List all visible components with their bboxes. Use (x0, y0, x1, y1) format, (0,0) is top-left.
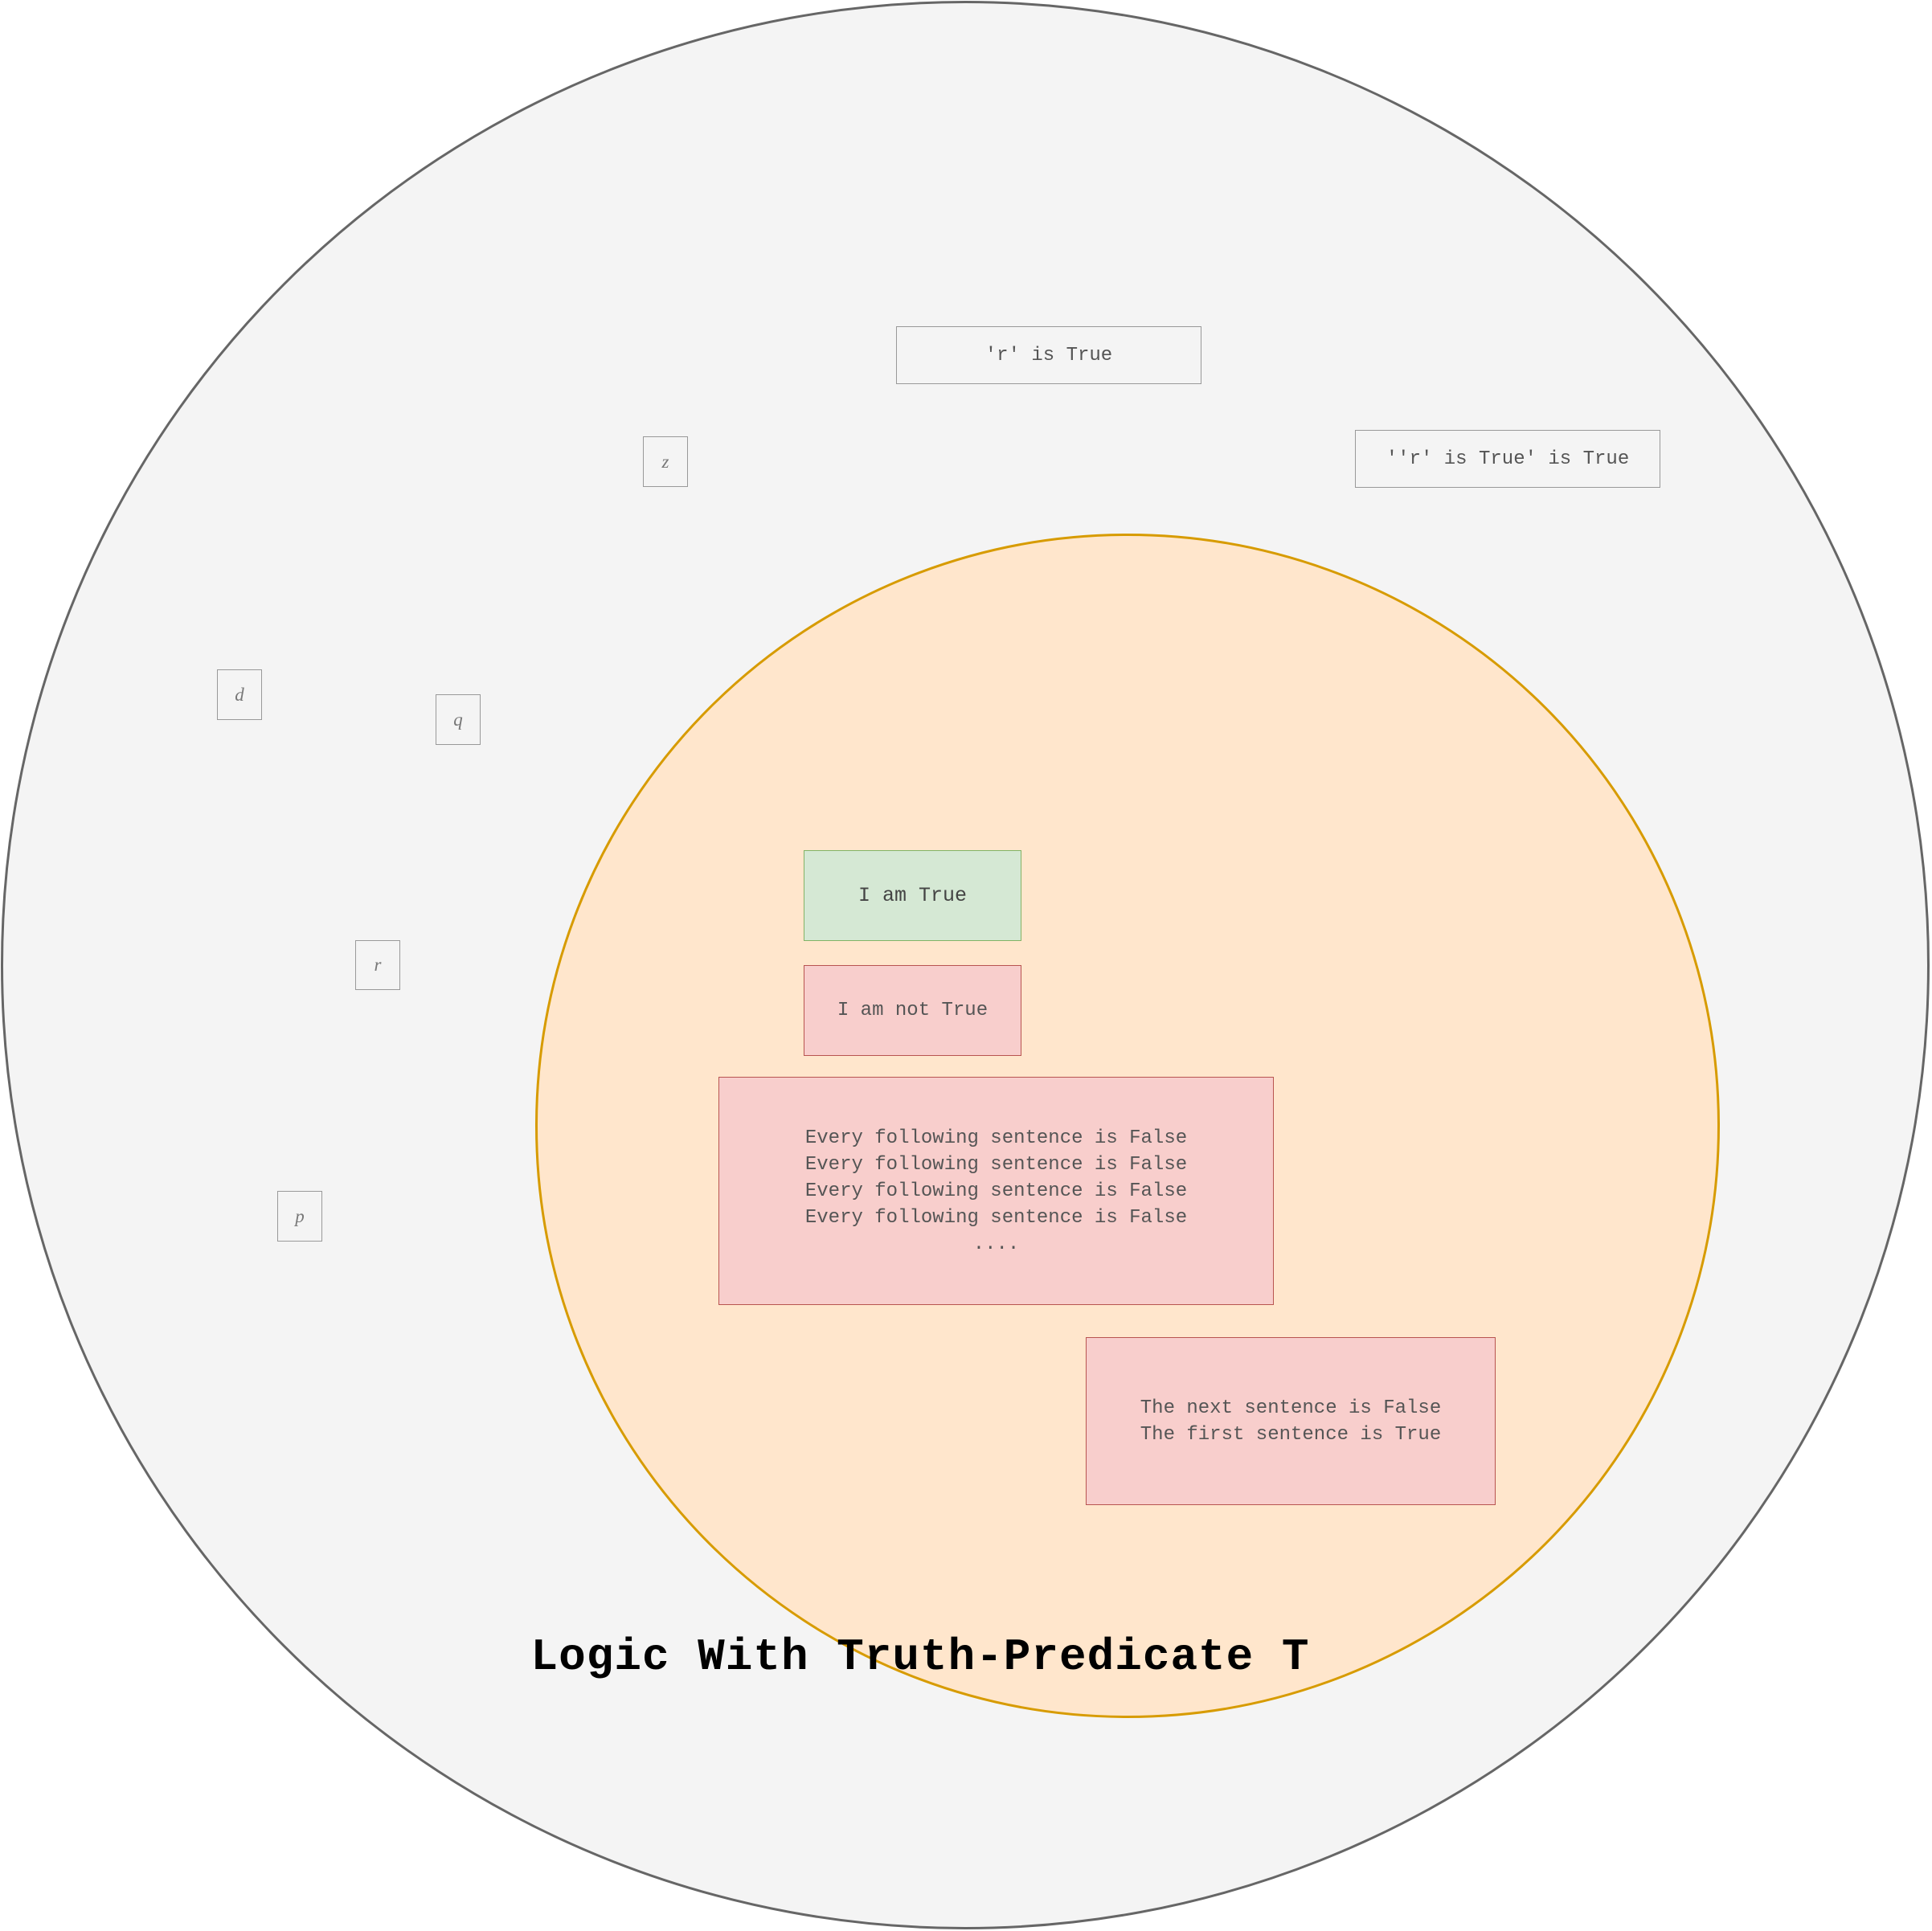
every-following-line-4: Every following sentence is False (804, 1206, 1188, 1229)
variable-r: r (355, 940, 400, 990)
next-sentence-false-line: The next sentence is False (1140, 1397, 1442, 1419)
diagram-title: Logic With Truth-Predicate T (530, 1631, 1310, 1683)
sentence-i-am-not-true: I am not True (804, 965, 1021, 1056)
sentence-i-am-true: I am True (804, 850, 1021, 941)
sentence-r-is-true-is-true: ''r' is True' is True (1355, 430, 1660, 488)
variable-q: q (436, 694, 481, 745)
every-following-line-3: Every following sentence is False (804, 1180, 1188, 1202)
variable-d: d (217, 669, 262, 720)
every-following-line-2: Every following sentence is False (804, 1153, 1188, 1176)
sentence-r-is-true: 'r' is True (896, 326, 1201, 384)
variable-p: p (277, 1191, 322, 1242)
first-sentence-true-line: The first sentence is True (1140, 1423, 1442, 1446)
variable-z: z (643, 436, 688, 487)
every-following-line-1: Every following sentence is False (804, 1127, 1188, 1149)
sentence-every-following-false: Every following sentence is False Every … (718, 1077, 1274, 1305)
sentence-next-first-pair: The next sentence is False The first sen… (1086, 1337, 1496, 1505)
every-following-ellipsis: .... (972, 1233, 1020, 1255)
